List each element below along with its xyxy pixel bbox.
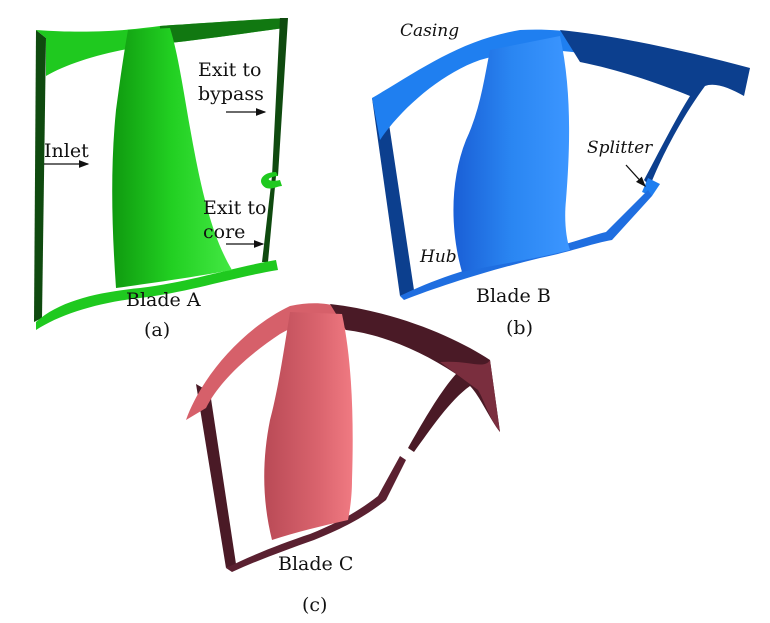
blade-a-hub — [36, 260, 278, 330]
exit-bypass-label-line2: bypass — [198, 83, 264, 105]
blade-a-inlet-edge — [34, 30, 46, 322]
exit-core-label-line2: core — [203, 221, 245, 243]
panel-a-caption: (a) — [144, 319, 170, 341]
blade-b-title: Blade B — [476, 285, 551, 307]
panel-b: Casing Splitter Hub Blade B (b) — [372, 21, 750, 339]
exit-core-label-line1: Exit to — [203, 197, 266, 219]
splitter-label: Splitter — [587, 138, 653, 158]
blade-a-exit-edge — [262, 18, 288, 262]
blade-b-casing-dark — [560, 30, 750, 186]
inlet-label: Inlet — [44, 140, 89, 162]
hub-label: Hub — [419, 247, 457, 267]
blade-b-inlet-edge — [372, 98, 414, 296]
blade-c-inlet-edge — [196, 384, 236, 568]
panel-c: Blade C (c) — [186, 303, 500, 616]
blade-c-geometry — [186, 303, 500, 572]
blade-c-title: Blade C — [278, 553, 353, 575]
blade-a-splitter — [261, 172, 282, 189]
panel-b-caption: (b) — [506, 317, 533, 339]
blade-b-surface — [453, 36, 570, 272]
panel-c-caption: (c) — [302, 594, 327, 616]
blade-a-title: Blade A — [126, 289, 201, 311]
panel-a: Inlet Exit to bypass Exit to core Blade … — [34, 18, 288, 341]
exit-bypass-label-line1: Exit to — [198, 59, 261, 81]
blade-a-geometry — [34, 18, 288, 330]
blade-c-hub — [226, 456, 406, 572]
blade-b-hub — [400, 190, 652, 300]
blade-c-surface — [264, 312, 353, 540]
blade-b-geometry — [372, 29, 750, 300]
splitter-arrow — [625, 164, 646, 187]
casing-label: Casing — [400, 21, 459, 41]
blade-a-surface — [112, 28, 232, 288]
